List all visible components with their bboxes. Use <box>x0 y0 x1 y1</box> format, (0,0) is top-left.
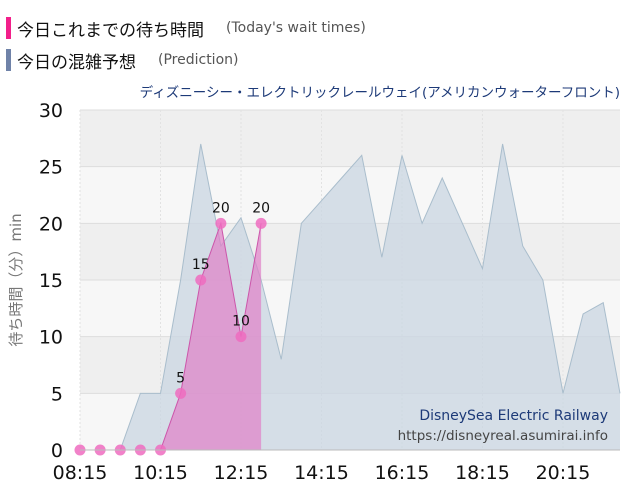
watermark-title: DisneySea Electric Railway <box>419 408 608 424</box>
plot-band <box>80 110 620 167</box>
x-tick-label: 10:15 <box>133 462 188 484</box>
prediction-line <box>80 143 621 451</box>
x-tick-label: 20:15 <box>536 462 591 484</box>
today-point <box>215 217 227 229</box>
legend-prediction-label: 今日の混雑予想 <box>17 52 136 73</box>
today-data-label: 15 <box>192 257 210 273</box>
today-point <box>235 331 247 343</box>
y-tick-label: 15 <box>39 270 63 292</box>
legend-prediction-swatch <box>6 49 11 71</box>
y-tick-label: 25 <box>39 157 63 179</box>
x-tick-label: 16:15 <box>375 462 430 484</box>
today-data-label: 5 <box>176 370 185 386</box>
x-tick-label: 14:15 <box>294 462 349 484</box>
y-axis-label: 待ち時間（分）min <box>7 213 25 346</box>
today-data-label: 20 <box>252 200 270 216</box>
today-point <box>175 387 187 399</box>
y-tick-label: 20 <box>39 213 63 235</box>
today-data-label: 20 <box>212 200 230 216</box>
today-point <box>195 274 207 286</box>
chart-title: ディズニーシー・エレクトリックレールウェイ(アメリカンウォーターフロント) <box>140 84 620 101</box>
y-tick-label: 0 <box>51 440 63 462</box>
today-point <box>255 217 267 229</box>
y-tick-label: 30 <box>39 100 63 122</box>
watermark-url: https://disneyreal.asumirai.info <box>398 428 608 444</box>
legend-today-swatch <box>6 17 11 39</box>
y-tick-label: 10 <box>39 327 63 349</box>
legend-today-label: 今日これまでの待ち時間 <box>17 20 204 41</box>
x-tick-label: 18:15 <box>455 462 510 484</box>
x-tick-label: 08:15 <box>53 462 108 484</box>
today-data-label: 10 <box>232 314 250 330</box>
legend-prediction: 今日の混雑予想 (Prediction) <box>6 48 239 73</box>
x-tick-label: 12:15 <box>214 462 269 484</box>
y-tick-label: 5 <box>51 383 63 405</box>
legend-today: 今日これまでの待ち時間 (Today's wait times) <box>6 16 366 41</box>
today-area <box>80 223 262 450</box>
legend-today-sub: (Today's wait times) <box>226 20 366 36</box>
legend-prediction-sub: (Prediction) <box>158 52 239 68</box>
